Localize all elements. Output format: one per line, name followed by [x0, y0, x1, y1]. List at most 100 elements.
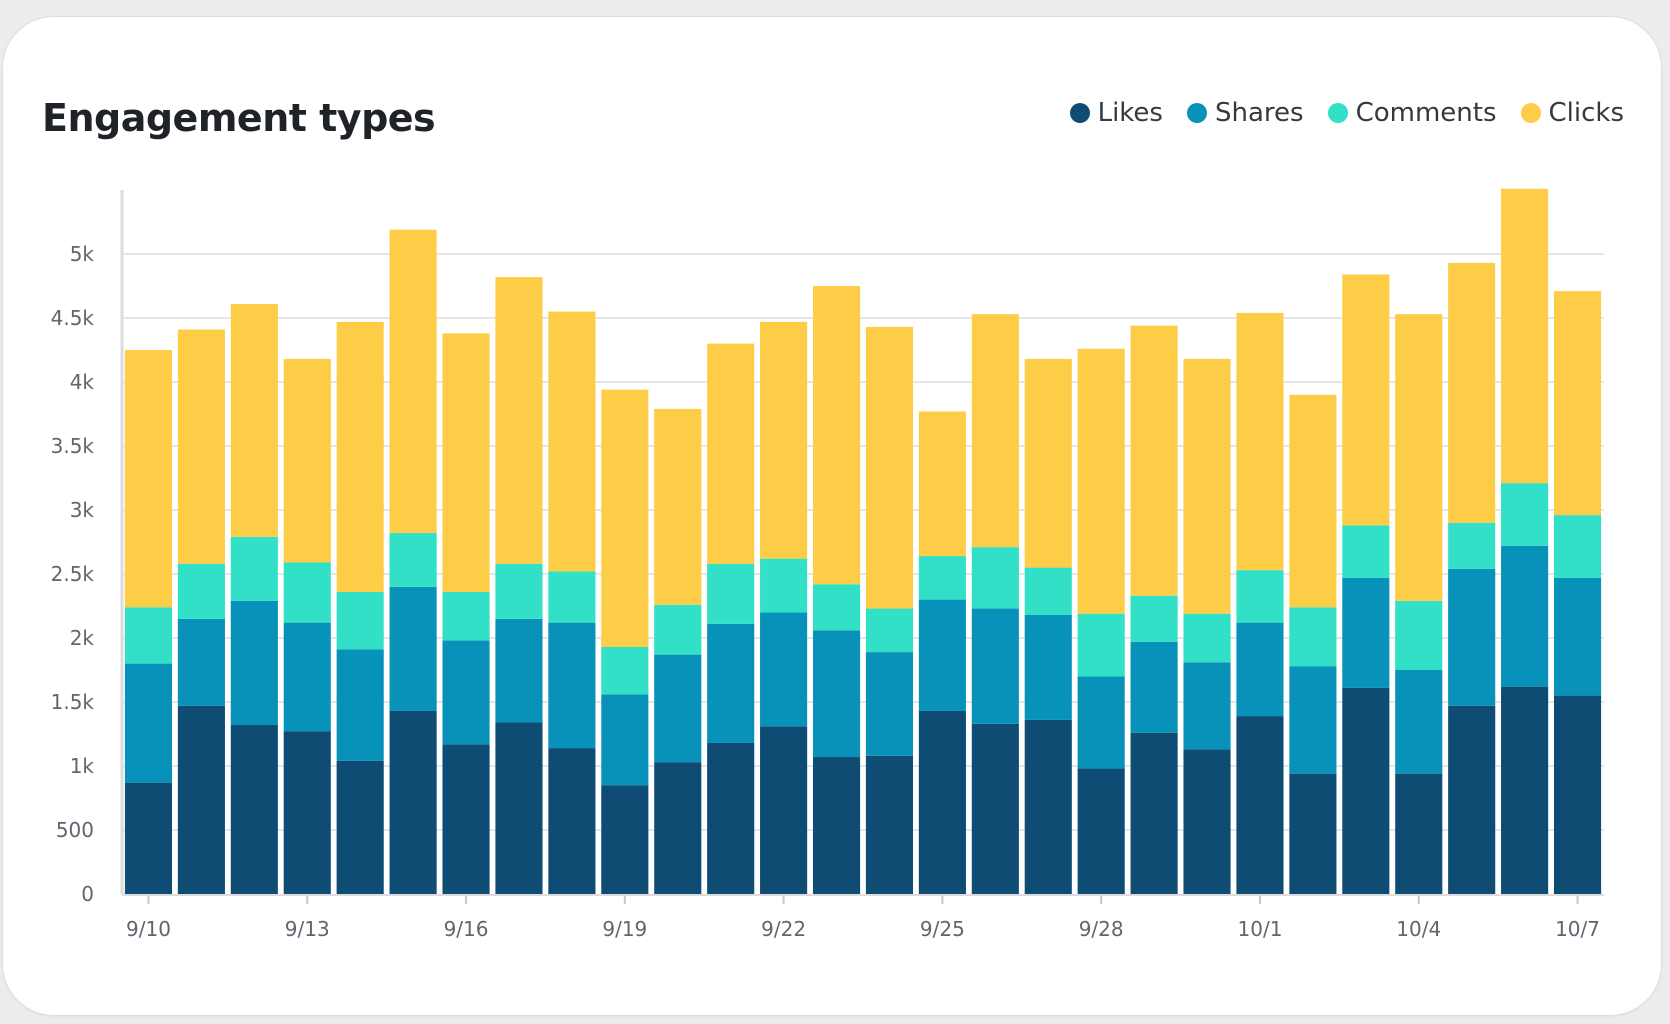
bar-segment-likes[interactable]: [1236, 716, 1284, 894]
bar-segment-shares[interactable]: [918, 599, 966, 711]
bar-segment-likes[interactable]: [124, 782, 173, 894]
bar-segment-clicks[interactable]: [283, 358, 331, 563]
bar-segment-shares[interactable]: [1236, 622, 1284, 717]
bar-segment-clicks[interactable]: [1183, 358, 1231, 614]
bar-segment-shares[interactable]: [177, 618, 225, 706]
bar-segment-likes[interactable]: [230, 725, 278, 894]
bar-segment-likes[interactable]: [601, 785, 649, 894]
bar-segment-clicks[interactable]: [760, 321, 808, 559]
bar-segment-comments[interactable]: [1553, 515, 1602, 578]
bar-segment-shares[interactable]: [1289, 666, 1337, 774]
bar-segment-shares[interactable]: [336, 649, 384, 761]
bar-segment-shares[interactable]: [283, 622, 331, 732]
bar-segment-likes[interactable]: [1130, 732, 1178, 894]
bar-segment-shares[interactable]: [1077, 676, 1125, 769]
bar-segment-comments[interactable]: [442, 591, 490, 641]
bar-segment-comments[interactable]: [1024, 567, 1072, 615]
bar-segment-shares[interactable]: [1448, 568, 1496, 706]
bar-segment-shares[interactable]: [1342, 577, 1390, 688]
bar-segment-likes[interactable]: [495, 722, 543, 894]
bar-segment-likes[interactable]: [442, 744, 490, 894]
bar-segment-likes[interactable]: [971, 723, 1019, 894]
bar-segment-clicks[interactable]: [1553, 291, 1602, 516]
bar-segment-clicks[interactable]: [230, 303, 278, 537]
bar-segment-comments[interactable]: [1448, 522, 1496, 569]
bar-segment-comments[interactable]: [1342, 525, 1390, 578]
bar-segment-likes[interactable]: [918, 710, 966, 894]
bar-segment-likes[interactable]: [1024, 719, 1072, 894]
bar-segment-clicks[interactable]: [177, 329, 225, 564]
bar-segment-shares[interactable]: [1130, 641, 1178, 733]
bar-segment-comments[interactable]: [971, 547, 1019, 609]
bar-segment-likes[interactable]: [1501, 686, 1549, 894]
bar-segment-comments[interactable]: [230, 536, 278, 601]
bar-segment-likes[interactable]: [707, 742, 755, 894]
bar-segment-likes[interactable]: [283, 731, 331, 894]
bar-segment-shares[interactable]: [707, 623, 755, 743]
bar-segment-likes[interactable]: [389, 710, 437, 894]
bar-segment-likes[interactable]: [177, 705, 225, 894]
bar-segment-comments[interactable]: [548, 571, 596, 623]
bar-segment-clicks[interactable]: [654, 408, 702, 605]
bar-segment-likes[interactable]: [812, 757, 861, 894]
bar-segment-shares[interactable]: [812, 630, 861, 758]
bar-segment-comments[interactable]: [1183, 613, 1231, 663]
bar-segment-shares[interactable]: [654, 654, 702, 763]
bar-segment-clicks[interactable]: [918, 411, 966, 557]
bar-segment-clicks[interactable]: [865, 326, 914, 609]
bar-segment-clicks[interactable]: [1130, 325, 1178, 596]
bar-segment-shares[interactable]: [389, 586, 437, 711]
bar-segment-clicks[interactable]: [1024, 358, 1072, 568]
bar-segment-comments[interactable]: [1289, 607, 1337, 667]
bar-segment-comments[interactable]: [177, 563, 225, 619]
bar-segment-likes[interactable]: [548, 748, 596, 894]
bar-segment-shares[interactable]: [1024, 614, 1072, 720]
bar-segment-comments[interactable]: [1077, 613, 1125, 677]
bar-segment-shares[interactable]: [230, 600, 278, 726]
bar-segment-comments[interactable]: [336, 591, 384, 650]
bar-segment-shares[interactable]: [1395, 670, 1443, 774]
bar-segment-shares[interactable]: [601, 694, 649, 786]
bar-segment-comments[interactable]: [918, 556, 966, 600]
legend-item-clicks[interactable]: Clicks: [1520, 98, 1624, 128]
bar-segment-likes[interactable]: [1077, 768, 1125, 894]
bar-segment-comments[interactable]: [495, 563, 543, 619]
bar-segment-clicks[interactable]: [336, 321, 384, 592]
bar-segment-clicks[interactable]: [124, 350, 173, 608]
bar-segment-clicks[interactable]: [601, 389, 649, 647]
bar-segment-shares[interactable]: [495, 618, 543, 723]
bar-segment-clicks[interactable]: [1342, 274, 1390, 526]
bar-segment-likes[interactable]: [760, 726, 808, 894]
bar-segment-clicks[interactable]: [1395, 314, 1443, 601]
bar-segment-comments[interactable]: [124, 607, 173, 664]
bar-segment-comments[interactable]: [1236, 570, 1284, 623]
bar-segment-shares[interactable]: [548, 622, 596, 749]
bar-segment-likes[interactable]: [1553, 695, 1602, 894]
bar-segment-likes[interactable]: [1448, 705, 1496, 894]
bar-segment-likes[interactable]: [1395, 773, 1443, 894]
legend-item-likes[interactable]: Likes: [1069, 98, 1163, 128]
bar-segment-comments[interactable]: [865, 608, 914, 653]
bar-segment-likes[interactable]: [1289, 773, 1337, 894]
bar-segment-shares[interactable]: [760, 612, 808, 727]
bar-segment-likes[interactable]: [336, 760, 384, 894]
bar-segment-clicks[interactable]: [442, 333, 490, 592]
bar-segment-comments[interactable]: [283, 562, 331, 623]
bar-segment-shares[interactable]: [1553, 577, 1602, 696]
bar-segment-clicks[interactable]: [389, 229, 437, 534]
bar-segment-comments[interactable]: [1501, 483, 1549, 546]
bar-segment-shares[interactable]: [865, 652, 914, 756]
bar-segment-likes[interactable]: [865, 755, 914, 894]
bar-segment-clicks[interactable]: [1501, 188, 1549, 484]
bar-segment-clicks[interactable]: [548, 311, 596, 572]
bar-segment-shares[interactable]: [1183, 662, 1231, 750]
bar-segment-likes[interactable]: [1342, 687, 1390, 894]
bar-segment-shares[interactable]: [971, 608, 1019, 724]
bar-segment-clicks[interactable]: [707, 343, 755, 564]
bar-segment-comments[interactable]: [654, 604, 702, 655]
legend-item-comments[interactable]: Comments: [1327, 98, 1497, 128]
bar-segment-shares[interactable]: [442, 640, 490, 745]
bar-segment-shares[interactable]: [124, 663, 173, 783]
bar-segment-comments[interactable]: [389, 533, 437, 587]
bar-segment-clicks[interactable]: [971, 314, 1019, 548]
